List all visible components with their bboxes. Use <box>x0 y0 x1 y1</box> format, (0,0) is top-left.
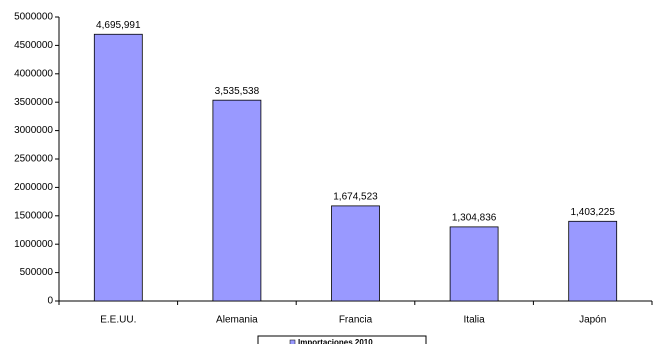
bar <box>449 226 499 302</box>
y-tick-label: 2000000 <box>14 182 53 193</box>
x-tick-label: Japón <box>579 315 606 326</box>
value-label: 1,403,225 <box>570 207 615 218</box>
legend-box <box>257 335 427 344</box>
y-tick-label: 500000 <box>20 267 54 278</box>
y-tick-label: 5000000 <box>14 12 53 23</box>
y-tick-label: 2500000 <box>14 154 53 165</box>
legend-swatch <box>289 339 296 344</box>
y-tick-label: 4500000 <box>14 40 53 51</box>
bar <box>331 205 380 302</box>
y-tick-label: 0 <box>47 296 53 307</box>
y-tick-label: 1000000 <box>14 239 53 250</box>
x-tick-label: Alemania <box>216 315 258 326</box>
y-tick-label: 4000000 <box>14 68 53 79</box>
x-tick-label: E.E.UU. <box>100 315 136 326</box>
x-tick-label: Italia <box>464 315 486 326</box>
y-tick-label: 3500000 <box>14 97 53 108</box>
y-tick-label: 3000000 <box>14 125 53 136</box>
legend-label: Importaciones 2010 <box>298 338 373 344</box>
bar <box>568 220 618 302</box>
value-label: 1,674,523 <box>333 192 378 203</box>
bar <box>93 33 143 302</box>
y-tick-label: 1500000 <box>14 210 53 221</box>
x-tick-label: Francia <box>339 315 373 326</box>
value-label: 4,695,991 <box>96 20 141 31</box>
bar <box>212 99 262 302</box>
value-label: 1,304,836 <box>452 213 497 224</box>
value-label: 3,535,538 <box>215 86 260 97</box>
